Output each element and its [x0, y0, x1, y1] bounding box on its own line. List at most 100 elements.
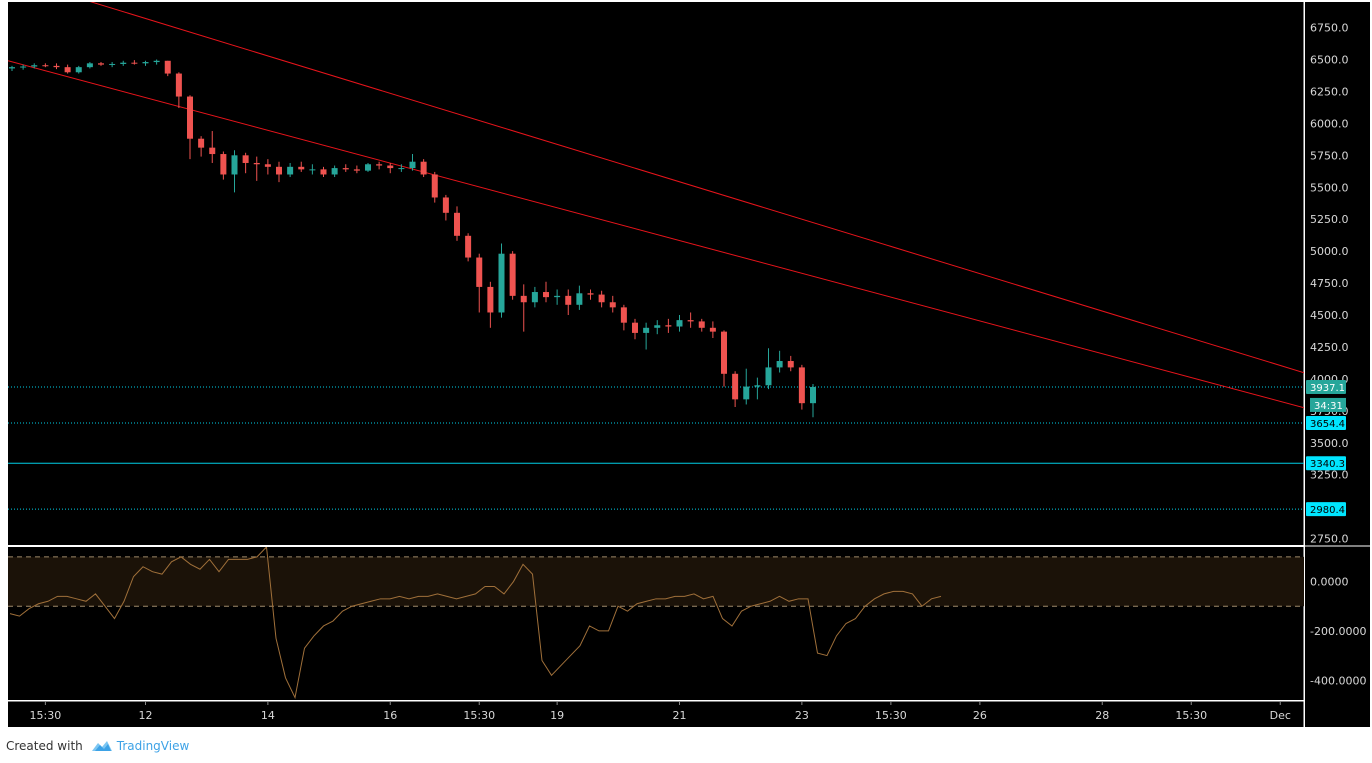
level-tag-label: 3654.4	[1310, 419, 1345, 430]
time-axis-background	[8, 701, 1304, 727]
price-tick-label: 6750.0	[1310, 22, 1349, 35]
countdown-tag-box	[1310, 397, 1346, 412]
candle-body	[131, 62, 138, 64]
level-tag-box	[1306, 416, 1346, 431]
price-tick-label: 5500.0	[1310, 181, 1349, 194]
time-tick-label: 15:30	[875, 709, 907, 722]
oscillator-line	[9, 547, 942, 700]
candle-body	[431, 174, 438, 198]
candle-body	[376, 164, 383, 166]
candle-body	[487, 286, 494, 313]
level-tag-label: 3340.3	[1310, 459, 1345, 470]
candle-body	[287, 166, 294, 175]
time-tick-label: 26	[973, 709, 987, 722]
level-tag-1: 3654.4	[1306, 416, 1346, 431]
candle-body	[264, 164, 271, 167]
candle-body	[153, 60, 160, 63]
tradingview-logo-icon[interactable]	[91, 739, 113, 753]
candle-body	[476, 257, 483, 287]
price-tick-label: 5750.0	[1310, 149, 1349, 162]
candle-body	[342, 168, 349, 170]
level-tag-3: 2980.4	[1306, 502, 1346, 517]
price-tick-label: 4750.0	[1310, 277, 1349, 290]
price-tick-label: 5000.0	[1310, 245, 1349, 258]
level-tag-0: 3937.1	[1306, 379, 1346, 394]
candle-body	[754, 385, 761, 387]
oscillator-pane	[8, 547, 1304, 700]
tradingview-brand-link[interactable]: TradingView	[116, 738, 190, 753]
candle-body	[520, 295, 527, 303]
candle-body	[420, 161, 427, 175]
level-tag-box	[1306, 379, 1346, 394]
level-tag-label: 3937.1	[1310, 383, 1345, 394]
channel-lower-line	[8, 60, 1304, 409]
candle-body	[765, 367, 772, 386]
price-tick-label: 4250.0	[1310, 341, 1349, 354]
candle-body	[98, 63, 104, 65]
time-tick-label: 15:30	[30, 709, 62, 722]
candle-body	[331, 168, 338, 175]
time-tick-label: 23	[795, 709, 809, 722]
price-tick-label: 5250.0	[1310, 213, 1349, 226]
candle-body	[298, 166, 305, 170]
candle-body	[721, 331, 727, 374]
candle-body	[776, 361, 783, 368]
candle-body	[31, 65, 38, 67]
candle-body	[20, 66, 27, 68]
candle-body	[42, 65, 49, 67]
price-tick-label: 4500.0	[1310, 309, 1349, 322]
candle-body	[687, 320, 694, 322]
price-tick-label: 6250.0	[1310, 85, 1349, 98]
candle-body	[698, 321, 705, 328]
oscillator-tick-label: -400.0000	[1310, 674, 1366, 687]
candle-body	[365, 164, 371, 171]
candle-body	[609, 302, 616, 308]
channel-upper-line	[89, 2, 1304, 374]
price-pane-background	[8, 2, 1304, 545]
candle-body	[353, 169, 360, 171]
candle-body	[309, 169, 316, 171]
candle-body	[665, 325, 672, 327]
candle-body	[231, 155, 238, 175]
candle-body	[810, 386, 816, 404]
candle-body	[142, 62, 149, 64]
chart-svg[interactable]: 6750.0 6500.0 6250.0 6000.0 5750.0 5500.0 5250…	[0, 0, 1372, 728]
candle-body	[120, 62, 127, 64]
footer: Created with TradingView	[0, 728, 1372, 763]
candle-body	[743, 386, 750, 400]
level-tag-box	[1306, 456, 1346, 471]
candle-body	[598, 294, 605, 303]
candle-body	[276, 166, 282, 175]
time-tick-label: 12	[139, 709, 153, 722]
time-tick-label: 21	[673, 709, 687, 722]
candle-body	[632, 322, 638, 333]
candle-body	[198, 138, 205, 148]
price-tick-label: 3500.0	[1310, 437, 1349, 450]
candle-body	[587, 293, 594, 295]
candle-body	[409, 161, 416, 169]
countdown-tag: 34:31	[1310, 397, 1346, 412]
candle-body	[565, 295, 572, 305]
candle-body	[620, 307, 627, 323]
candle-body	[454, 212, 460, 236]
candle-body	[498, 253, 505, 313]
oscillator-tick-label: 0.0000	[1310, 576, 1349, 589]
chart-frame[interactable]: 6750.0 6500.0 6250.0 6000.0 5750.0 5500.0 5250…	[0, 0, 1372, 728]
time-tick-label: 14	[261, 709, 275, 722]
time-tick-label: 19	[550, 709, 564, 722]
candle-body	[53, 65, 60, 68]
candle-body	[253, 162, 260, 165]
candle-body	[398, 168, 405, 170]
candle-body	[709, 327, 716, 332]
candle-body	[64, 67, 71, 73]
candle-body	[175, 73, 182, 97]
time-tick-label: 16	[383, 709, 397, 722]
candle-body	[75, 67, 82, 73]
candle-body	[109, 63, 116, 65]
candle-body	[86, 63, 93, 68]
candle-body	[9, 67, 15, 69]
candle-body	[320, 169, 327, 175]
time-tick-label: 15:30	[1175, 709, 1207, 722]
candle-body	[732, 373, 739, 400]
level-tag-label: 2980.4	[1310, 505, 1345, 516]
